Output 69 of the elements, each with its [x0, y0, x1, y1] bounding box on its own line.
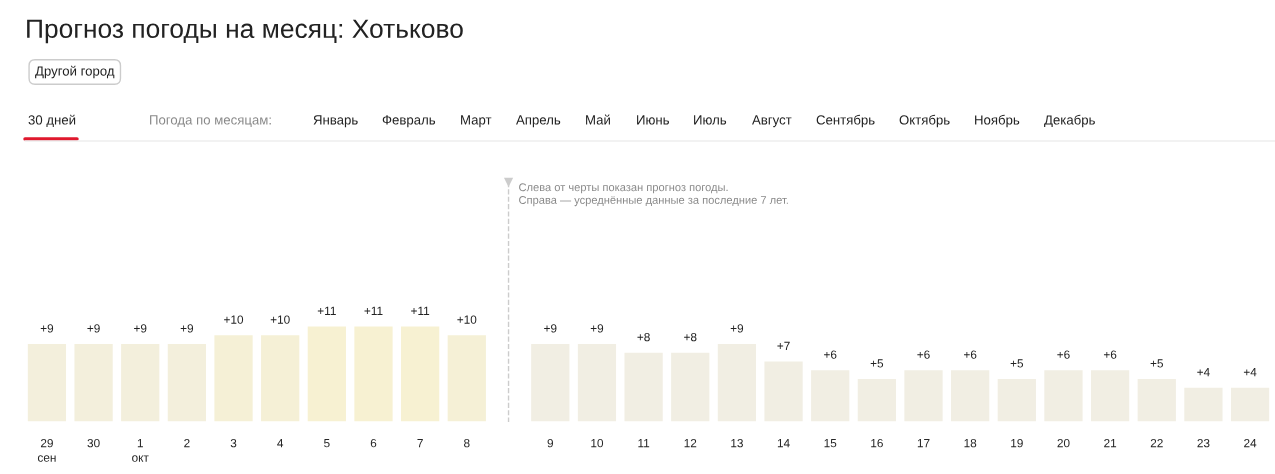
x-tick-label: 16: [871, 438, 883, 448]
x-tick-label: 2: [184, 438, 190, 448]
x-tick-label: 18: [964, 438, 977, 448]
data-label: +9: [180, 324, 194, 333]
x-tick-label: 30: [87, 438, 100, 448]
x-tick-label: 5: [324, 439, 330, 448]
x-tick-label: 12: [684, 438, 697, 448]
data-label: +9: [40, 324, 54, 333]
x-tick-label: 24: [1244, 438, 1257, 448]
data-label: +10: [224, 315, 244, 324]
data-label: +9: [87, 324, 100, 333]
data-label: +5: [870, 359, 884, 368]
data-label: +11: [317, 306, 336, 315]
x-tick-label: 13: [731, 438, 743, 448]
data-label: +10: [457, 315, 477, 324]
text: Ноябрь: [975, 114, 1020, 128]
x-tick-label: 19: [1011, 438, 1023, 448]
text: Февраль: [382, 115, 436, 128]
x-tick-label: 20: [1057, 438, 1070, 448]
x-tick-label: 10: [591, 438, 604, 448]
text: Март: [461, 115, 492, 128]
data-label: +7: [777, 341, 790, 350]
data-label: +10: [270, 315, 290, 324]
text: Август: [752, 115, 792, 128]
x-tick-label: 9: [547, 438, 554, 448]
text: Июль: [694, 115, 727, 125]
data-label: +5: [1150, 359, 1164, 368]
data-label: +9: [730, 324, 744, 333]
text: Погода по месяцам:: [150, 115, 271, 128]
text: 30 дней: [28, 114, 76, 128]
text: Другой город: [35, 65, 115, 79]
x-tick-label: 8: [464, 438, 470, 448]
x-tick-label: 29 сен: [37, 438, 56, 462]
data-label: +5: [1010, 359, 1024, 368]
text: Слева от черты показан прогноз погоды. Справа — усреднённые данные за последние 7 лет.: [519, 183, 788, 207]
x-tick-label: 7: [417, 439, 423, 448]
data-label: +6: [917, 350, 930, 359]
data-label: +8: [684, 332, 697, 342]
data-label: +4: [1197, 368, 1210, 377]
chart-title: Прогноз погоды на месяц: Хотьково: [27, 19, 463, 44]
x-tick-label: 15: [824, 439, 837, 448]
text: Май: [586, 114, 610, 125]
x-tick-label: 14: [777, 439, 790, 448]
text: Июнь: [637, 115, 669, 125]
x-tick-label: 6: [370, 438, 377, 448]
text: Январь: [313, 115, 358, 128]
x-tick-label: 1 окт: [132, 439, 149, 462]
data-label: +6: [1103, 350, 1117, 359]
data-label: +4: [1243, 368, 1257, 377]
x-tick-label: 21: [1104, 438, 1117, 448]
x-tick-label: 22: [1150, 438, 1163, 448]
data-label: +11: [364, 306, 383, 315]
text: Сентябрь: [816, 114, 875, 128]
x-tick-label: 11: [638, 439, 650, 448]
x-tick-label: 3: [230, 438, 237, 448]
data-label: +11: [411, 306, 430, 315]
data-label: +6: [824, 350, 837, 359]
data-label: +6: [964, 350, 977, 359]
data-label: +6: [1057, 350, 1070, 359]
data-label: +8: [637, 332, 650, 342]
data-label: +9: [590, 324, 604, 333]
text: Декабрь: [1044, 114, 1095, 128]
text: Октябрь: [899, 114, 950, 128]
x-tick-label: 17: [917, 439, 930, 448]
data-label: +9: [544, 324, 557, 333]
x-tick-label: 23: [1197, 438, 1210, 448]
x-tick-label: 4: [277, 439, 284, 448]
text: Апрель: [516, 115, 561, 128]
data-label: +9: [134, 324, 147, 333]
